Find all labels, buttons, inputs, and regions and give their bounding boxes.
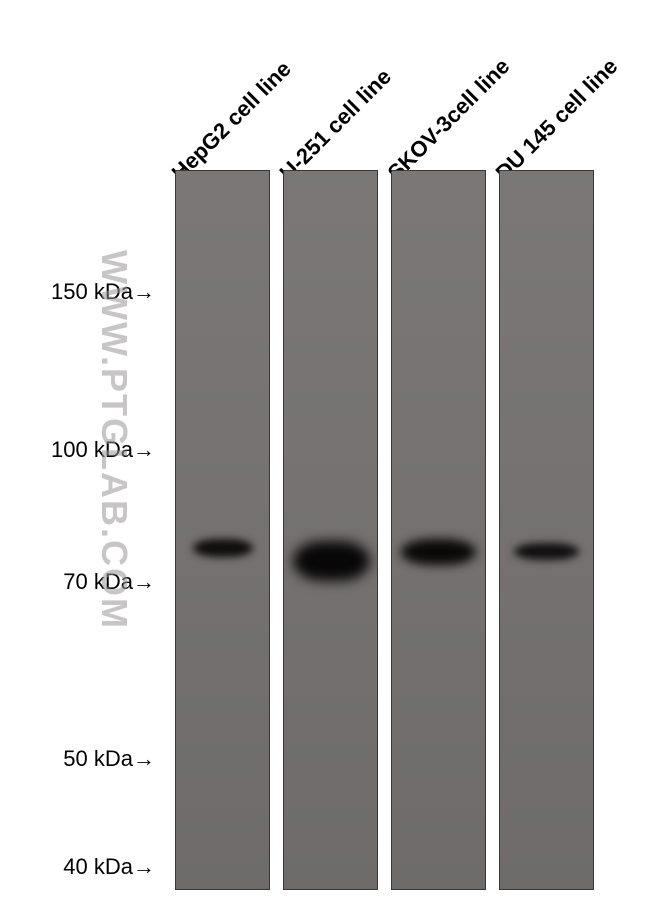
mw-marker-0: 150 kDa→ [0, 279, 155, 305]
arrow-icon: → [133, 437, 155, 463]
blot-lane-0 [175, 170, 270, 890]
blot-figure: HepG2 cell line U-251 cell line SKOV-3ce… [0, 0, 650, 903]
mw-marker-1: 100 kDa→ [0, 437, 155, 463]
mw-text: 70 kDa [63, 569, 133, 594]
arrow-icon: → [133, 854, 155, 880]
arrow-icon: → [133, 746, 155, 772]
mw-text: 150 kDa [51, 279, 133, 304]
protein-band [293, 541, 369, 581]
protein-band [514, 543, 579, 560]
lane-label-1: U-251 cell line [275, 64, 397, 186]
mw-marker-2: 70 kDa→ [0, 569, 155, 595]
protein-band [401, 539, 475, 565]
protein-band [193, 539, 253, 557]
mw-text: 100 kDa [51, 437, 133, 462]
blot-lane-2 [391, 170, 486, 890]
arrow-icon: → [133, 279, 155, 305]
blot-lane-1 [283, 170, 378, 890]
mw-marker-3: 50 kDa→ [0, 746, 155, 772]
blot-lane-3 [499, 170, 594, 890]
mw-text: 40 kDa [63, 854, 133, 879]
mw-text: 50 kDa [63, 746, 133, 771]
mw-marker-4: 40 kDa→ [0, 854, 155, 880]
arrow-icon: → [133, 569, 155, 595]
